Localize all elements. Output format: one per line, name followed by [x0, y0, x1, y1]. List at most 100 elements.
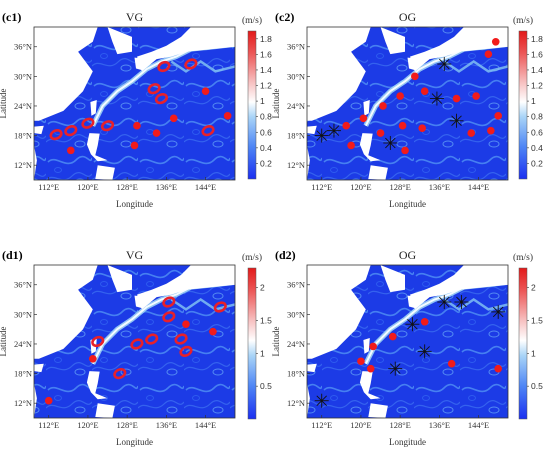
- asterisk-marker: [417, 344, 432, 359]
- asterisk-marker: [314, 128, 329, 143]
- eddy-dot-marker: [467, 129, 476, 137]
- x-axis-label: Longitude: [389, 199, 426, 209]
- eddy-dot-marker: [398, 121, 407, 130]
- x-tick-label: 144°E: [468, 420, 489, 430]
- colorbar-tick-label: 2: [531, 283, 536, 293]
- asterisk-marker: [437, 57, 452, 72]
- eddy-dot-marker: [472, 92, 480, 100]
- colorbar-tick-label: 1.5: [531, 316, 543, 326]
- asterisk-marker: [326, 123, 341, 138]
- eddy-dot-marker: [223, 112, 232, 120]
- land-mass: [34, 383, 37, 418]
- land-mass: [407, 295, 419, 309]
- y-tick-label: 30°N: [14, 71, 32, 81]
- land-mass: [134, 57, 146, 71]
- eddy-dot-marker: [357, 357, 365, 366]
- x-tick-label: 120°E: [77, 182, 98, 192]
- y-tick-label: 12°N: [14, 398, 32, 408]
- eddy-ring-marker: [49, 129, 63, 141]
- land-mass: [410, 27, 508, 72]
- y-tick-label: 36°N: [287, 280, 305, 290]
- eddy-dot-marker: [369, 342, 377, 351]
- current-meander: [443, 59, 508, 73]
- x-tick-label: 112°E: [311, 182, 332, 192]
- eddy-dot-marker: [420, 317, 429, 326]
- y-tick-label: 12°N: [14, 160, 32, 170]
- y-tick-label: 36°N: [287, 42, 305, 52]
- x-tick-label: 144°E: [195, 420, 216, 430]
- land-mass: [137, 265, 235, 310]
- eddy-dot-marker: [447, 359, 456, 368]
- eddy-dot-marker: [418, 124, 427, 132]
- x-tick-label: 144°E: [468, 182, 489, 192]
- map-area: [34, 265, 235, 418]
- colorbar: [518, 30, 528, 180]
- eddy-dot-marker: [379, 102, 387, 110]
- eddy-ring-marker: [184, 58, 198, 70]
- eddy-ring-marker: [162, 311, 176, 323]
- eddy-dot-marker: [420, 87, 429, 95]
- x-tick-label: 120°E: [77, 420, 98, 430]
- colorbar-tick-label: 2: [260, 283, 265, 293]
- asterisk-marker: [314, 393, 329, 408]
- current-meander: [170, 297, 235, 311]
- colorbar-tick-label: 1: [260, 348, 265, 358]
- land-mass: [86, 133, 108, 162]
- land-mass: [34, 27, 98, 121]
- eddy-ring-marker: [179, 345, 193, 357]
- y-axis-label: Latitude: [0, 327, 8, 357]
- land-mass: [86, 371, 108, 400]
- x-tick-label: 128°E: [116, 420, 137, 430]
- eddy-dot-marker: [342, 121, 351, 130]
- land-mass: [307, 265, 371, 359]
- colorbar-unit: (m/s): [242, 252, 262, 263]
- colorbar-tick-label: 1.6: [531, 49, 543, 59]
- eddy-dot-marker: [359, 114, 368, 123]
- eddy-ring-marker: [113, 367, 127, 380]
- land-mass: [34, 363, 44, 373]
- colorbar-tick-label: 1.6: [260, 49, 272, 59]
- eddy-ring-marker: [81, 117, 95, 129]
- x-tick-label: 128°E: [116, 182, 137, 192]
- eddy-ring-marker: [162, 296, 176, 308]
- y-tick-label: 36°N: [14, 42, 32, 52]
- x-tick-label: 136°E: [429, 420, 450, 430]
- colorbar: [247, 267, 257, 420]
- y-tick-label: 30°N: [14, 309, 32, 319]
- colorbar-tick-label: 1.4: [260, 65, 272, 75]
- panel-d1: 112°E 120°E 128°E 136°E 144°E 12°N 18°N 24°N 30°…: [0, 248, 272, 447]
- panel-c2: 112°E 120°E 128°E 136°E 144°E 12°N 18°N 24°N 30°…: [271, 10, 543, 209]
- panel-label: (d2): [275, 248, 296, 262]
- colorbar-tick-label: 0.4: [260, 143, 272, 153]
- eddy-ring-marker: [154, 92, 169, 105]
- colorbar-tick-label: 1.8: [260, 34, 272, 44]
- x-axis-label: Longitude: [116, 199, 153, 209]
- asterisk-marker: [491, 304, 506, 319]
- panel-label: (c1): [2, 10, 21, 24]
- eddy-ring-marker: [157, 60, 171, 73]
- x-tick-label: 112°E: [38, 182, 59, 192]
- x-tick-label: 136°E: [156, 420, 177, 430]
- x-axis-label: Longitude: [389, 437, 426, 447]
- land-mass: [34, 125, 44, 135]
- asterisk-marker: [429, 91, 444, 106]
- land-mass: [380, 27, 405, 55]
- panel-d2: 112°E 120°E 128°E 136°E 144°E 12°N 18°N 24°N 30°…: [271, 248, 543, 447]
- x-tick-label: 144°E: [195, 182, 216, 192]
- x-tick-label: 120°E: [350, 182, 371, 192]
- x-tick-label: 128°E: [389, 420, 410, 430]
- map-area: [307, 265, 508, 418]
- eddy-dot-marker: [388, 332, 397, 341]
- colorbar-tick-label: 1: [531, 96, 536, 106]
- colorbar-tick-label: 1.2: [260, 81, 272, 91]
- eddy-dot-marker: [209, 327, 217, 336]
- eddy-dot-marker: [347, 141, 355, 150]
- y-tick-label: 30°N: [287, 71, 305, 81]
- colorbar-tick-label: 1.4: [531, 65, 543, 75]
- land-mass: [307, 145, 310, 180]
- asterisk-marker: [437, 295, 452, 310]
- land-mass: [90, 100, 97, 116]
- eddy-ring-marker: [213, 301, 227, 313]
- eddy-dot-marker: [366, 364, 375, 373]
